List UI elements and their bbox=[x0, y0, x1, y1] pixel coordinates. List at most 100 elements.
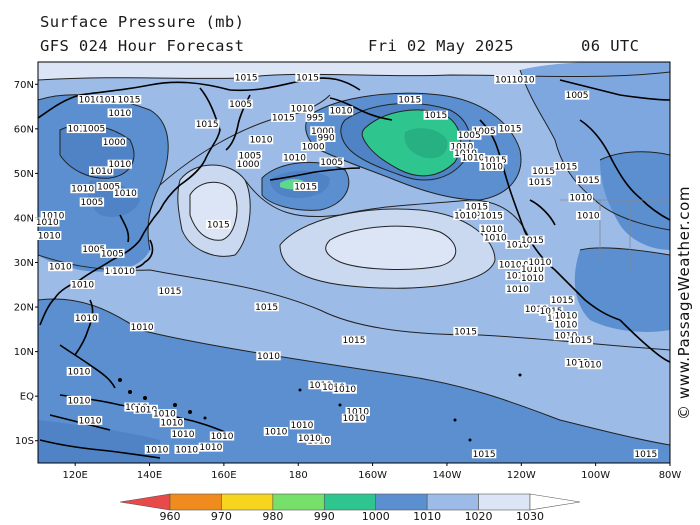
colorbar-segment bbox=[323, 493, 377, 511]
lat-label: 60N bbox=[14, 124, 34, 135]
isobar-label: 1015 bbox=[520, 235, 545, 246]
svg-text:1005: 1005 bbox=[80, 198, 103, 208]
svg-text:1015: 1015 bbox=[272, 113, 295, 123]
lon-label: 120W bbox=[507, 470, 536, 481]
colorbar-arrow-low bbox=[119, 493, 171, 511]
isobar-label: 1015 bbox=[293, 181, 318, 192]
lat-label: 10S bbox=[15, 436, 34, 447]
isobar-label: 1010 bbox=[282, 153, 307, 164]
isobar-label: 1005 bbox=[81, 244, 106, 255]
isobar-label: 1015 bbox=[206, 219, 231, 230]
isobar-label: 1010 bbox=[297, 433, 322, 444]
isobar-label: 1015 bbox=[576, 175, 601, 186]
isobar-label: 1000 bbox=[235, 159, 261, 170]
isobar-label: 1015 bbox=[531, 166, 556, 177]
isobar-label: 1005 bbox=[564, 90, 590, 101]
svg-text:1010: 1010 bbox=[484, 234, 507, 244]
isobar-label: 1005 bbox=[96, 181, 121, 192]
isobar-label: 1015 bbox=[483, 155, 508, 166]
isobar-label: 1000 bbox=[300, 141, 326, 152]
isobar-label: 1010 bbox=[98, 95, 123, 106]
colorbar-segment bbox=[221, 493, 274, 511]
svg-text:1010: 1010 bbox=[579, 361, 602, 371]
svg-text:1010: 1010 bbox=[525, 305, 548, 315]
svg-text:1010: 1010 bbox=[71, 281, 94, 291]
forecast-date: Fri 02 May 2025 bbox=[368, 37, 514, 55]
lat-label: 30N bbox=[14, 258, 34, 269]
svg-text:1010: 1010 bbox=[108, 109, 131, 119]
isobar-label: 1010 bbox=[289, 104, 315, 115]
svg-text:1005: 1005 bbox=[238, 151, 261, 161]
svg-text:1015: 1015 bbox=[255, 303, 278, 313]
isobar-label: 1005 bbox=[457, 130, 482, 141]
svg-text:1010: 1010 bbox=[114, 189, 137, 199]
lon-label: 160W bbox=[358, 470, 387, 481]
svg-text:1015: 1015 bbox=[499, 125, 522, 135]
isobar-label: 1015 bbox=[538, 306, 564, 317]
isobar-label: 990 bbox=[316, 132, 336, 143]
svg-text:1015: 1015 bbox=[294, 182, 317, 192]
isobar-label: 1010 bbox=[66, 124, 92, 135]
isobar-label: 1010 bbox=[107, 159, 132, 170]
isobar-label: 1010 bbox=[479, 161, 504, 172]
lat-label: 40N bbox=[14, 213, 34, 224]
isobar-label: 1005 bbox=[319, 157, 344, 168]
isobar-label: 1015 bbox=[254, 302, 279, 313]
lon-label: 160E bbox=[211, 470, 236, 481]
isobar-label: 1010 bbox=[577, 360, 603, 371]
svg-text:1010: 1010 bbox=[290, 105, 313, 115]
isobar-label: 1010 bbox=[553, 331, 579, 342]
colorbar-segment bbox=[478, 493, 531, 511]
isobar-label: 1010 bbox=[345, 406, 370, 417]
isobar-label: 1010 bbox=[523, 304, 549, 315]
isobar-label: 1010 bbox=[48, 262, 73, 273]
svg-text:1010: 1010 bbox=[172, 430, 195, 440]
colorbar-level: 1030 bbox=[516, 510, 544, 523]
isobar-label: 1010 bbox=[66, 366, 92, 377]
svg-text:1010: 1010 bbox=[131, 323, 154, 333]
colorbar-segment bbox=[272, 493, 325, 511]
lat-label: 50N bbox=[14, 169, 34, 180]
isobar-label: 1015 bbox=[341, 335, 367, 346]
svg-text:1010: 1010 bbox=[199, 443, 222, 453]
svg-text:1015: 1015 bbox=[235, 73, 258, 83]
forecast-label: GFS 024 Hour Forecast bbox=[40, 37, 245, 55]
svg-text:1015: 1015 bbox=[484, 156, 507, 166]
isobar-label: 1015 bbox=[568, 335, 593, 346]
isobar-label: 1010 bbox=[332, 384, 357, 395]
svg-text:1010: 1010 bbox=[250, 136, 273, 146]
svg-text:1010: 1010 bbox=[346, 407, 369, 417]
svg-text:1015: 1015 bbox=[424, 111, 447, 121]
svg-text:1010: 1010 bbox=[528, 258, 551, 268]
forecast-time: 06 UTC bbox=[581, 37, 640, 55]
isobar-label: 1010 bbox=[40, 210, 66, 221]
isobar-label: 1015 bbox=[194, 119, 220, 130]
svg-text:1010: 1010 bbox=[454, 211, 477, 221]
svg-text:1010: 1010 bbox=[211, 432, 234, 442]
colorbar-labels: 960 970 980 990 1000 1010 1020 1030 bbox=[160, 510, 545, 523]
isobar-label: 1010 bbox=[527, 257, 553, 268]
svg-text:995: 995 bbox=[306, 113, 323, 123]
svg-text:1010: 1010 bbox=[67, 125, 90, 135]
lon-label: 120E bbox=[62, 470, 87, 481]
isobar-label: 1010 bbox=[144, 444, 170, 455]
isobar-label: 1010 bbox=[129, 322, 155, 333]
isobar-label: 1010 bbox=[483, 233, 508, 244]
svg-text:1015: 1015 bbox=[296, 73, 319, 83]
svg-text:1015: 1015 bbox=[465, 203, 488, 213]
svg-text:1010: 1010 bbox=[521, 274, 544, 284]
svg-text:1010: 1010 bbox=[554, 332, 577, 342]
svg-text:1010: 1010 bbox=[480, 225, 503, 235]
pressure-fields bbox=[38, 62, 670, 463]
svg-text:1010: 1010 bbox=[134, 405, 157, 415]
isobar-label: 1010 bbox=[74, 313, 99, 324]
svg-text:1010: 1010 bbox=[298, 434, 321, 444]
svg-text:1010: 1010 bbox=[343, 414, 366, 424]
svg-text:1000: 1000 bbox=[237, 160, 260, 170]
colorbar-level: 1010 bbox=[413, 510, 441, 523]
svg-text:1010: 1010 bbox=[577, 211, 600, 221]
svg-text:1010: 1010 bbox=[512, 76, 535, 86]
svg-text:1010: 1010 bbox=[67, 367, 90, 377]
isobar-label: 1015 bbox=[549, 295, 575, 306]
isobar-label: 1015 bbox=[397, 95, 422, 106]
